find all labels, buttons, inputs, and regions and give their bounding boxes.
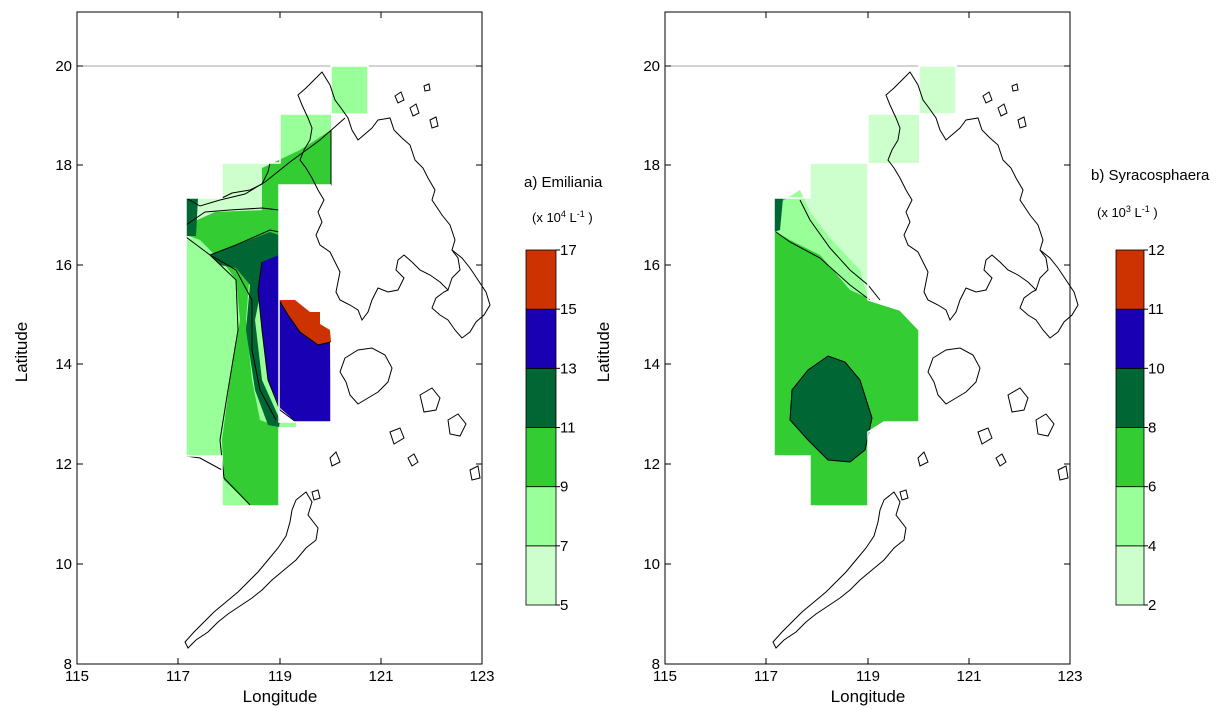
x-tick-label: 119	[268, 668, 292, 685]
contour-fill	[186, 66, 368, 506]
colorbar-swatch	[1115, 486, 1145, 547]
colorbar-label: 13	[560, 360, 577, 377]
x-tick-label: 123	[469, 668, 494, 685]
x-tick-label: 117	[754, 668, 778, 685]
colorbar-label: 17	[560, 242, 577, 259]
y-tick-label: 12	[643, 456, 660, 473]
colorbar-swatch	[1115, 249, 1145, 310]
colorbar-swatch	[525, 367, 557, 428]
colorbar-label: 11	[1148, 301, 1164, 318]
y-tick-label: 18	[55, 157, 72, 174]
y-tick-label: 12	[55, 456, 72, 473]
colorbar-swatch	[1115, 545, 1145, 606]
x-ticks	[76, 12, 483, 664]
y-ticks	[77, 65, 482, 665]
x-tick-label: 121	[368, 668, 393, 685]
y-tick-label: 16	[643, 257, 660, 274]
y-tick-label: 16	[55, 257, 72, 274]
x-tick-label: 117	[166, 668, 190, 685]
y-tick-label: 8	[64, 656, 72, 673]
colorbar-label: 8	[1148, 420, 1156, 437]
contour-fill	[774, 66, 956, 506]
colorbar-label: 6	[1148, 479, 1156, 496]
panel-label: b) Syracosphaera	[1091, 167, 1210, 184]
units-label: (x 103 L-1 )	[1097, 204, 1158, 220]
colorbar-swatch	[1115, 308, 1145, 369]
domain-outline	[185, 65, 369, 507]
x-tick-label: 123	[1057, 668, 1082, 685]
domain-outline	[773, 65, 957, 507]
colorbar-label: 4	[1148, 538, 1156, 555]
x-axis-title: Longitude	[243, 687, 318, 706]
colorbar-label: 2	[1148, 597, 1156, 614]
y-axis-title: Latitude	[594, 322, 613, 383]
colorbar: 5 7 9 11 13 15 17	[525, 242, 577, 614]
y-tick-label: 20	[55, 58, 72, 75]
colorbar-swatch	[525, 486, 557, 547]
x-tick-label: 121	[956, 668, 981, 685]
x-tick-label: 115	[65, 668, 89, 685]
colorbar-label: 10	[1148, 360, 1165, 377]
y-ticks	[665, 65, 1070, 665]
colorbar-label: 7	[560, 538, 568, 555]
colorbar-label: 11	[560, 420, 576, 437]
colorbar-label: 15	[560, 301, 577, 318]
colorbar-label: 9	[560, 479, 568, 496]
colorbar-swatch	[1115, 427, 1145, 488]
colorbar-swatch	[525, 427, 557, 488]
y-tick-label: 10	[643, 556, 660, 573]
colorbar-swatch	[525, 249, 557, 310]
y-axis-title: Latitude	[12, 322, 31, 383]
panel-emiliania: 115 117 119 121 123 8 10 12 14 16 18 20 …	[12, 11, 603, 706]
colorbar-label: 12	[1148, 242, 1165, 259]
colorbar-swatch	[1115, 367, 1145, 428]
colorbar: 2 4 6 8 10 11 12	[1115, 242, 1165, 614]
y-tick-label: 14	[55, 356, 72, 373]
y-tick-label: 20	[643, 58, 660, 75]
contour-lines	[185, 117, 346, 506]
x-tick-label: 119	[856, 668, 880, 685]
y-tick-label: 18	[643, 157, 660, 174]
colorbar-swatch	[525, 308, 557, 369]
y-tick-label: 14	[643, 356, 660, 373]
x-ticks	[664, 12, 1071, 664]
x-tick-label: 115	[653, 668, 677, 685]
panel-syracosphaera: 115 117 119 121 123 8 10 12 14 16 18 20 …	[594, 11, 1210, 706]
contour-lines	[775, 199, 881, 463]
panel-label: a) Emiliania	[524, 174, 603, 191]
colorbar-label: 5	[560, 597, 568, 614]
colorbar-swatch	[525, 545, 557, 606]
units-label: (x 104 L-1 )	[532, 209, 593, 225]
y-tick-label: 8	[652, 656, 660, 673]
y-tick-label: 10	[55, 556, 72, 573]
x-axis-title: Longitude	[831, 687, 906, 706]
